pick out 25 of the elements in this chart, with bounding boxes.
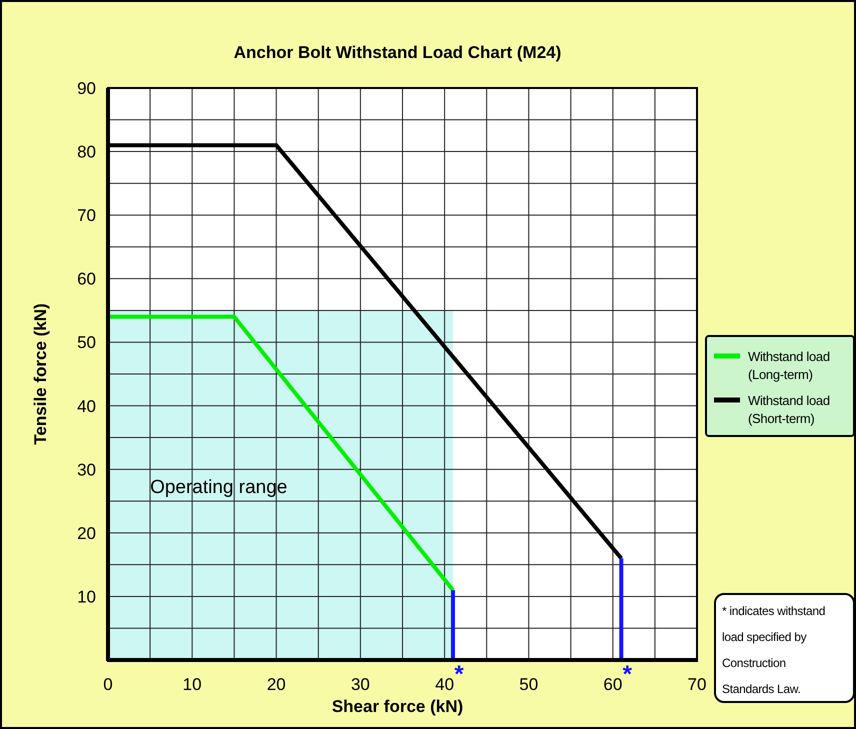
y-tick-label: 90 [77, 79, 96, 98]
y-tick-label: 30 [77, 460, 96, 480]
y-axis-title: Tensile force (kN) [31, 303, 50, 445]
x-tick-label: 50 [519, 675, 538, 694]
x-axis-title: Shear force (kN) [332, 697, 464, 716]
text: * indicates withstand load specified by Construction Standards Law. [722, 604, 826, 696]
x-tick-label: 70 [688, 675, 706, 694]
y-tick-label: 10 [77, 587, 96, 606]
y-tick-label: 50 [77, 333, 96, 352]
annotation: * [454, 661, 464, 688]
y-tick-label: 40 [77, 396, 96, 416]
legend-label: Withstand load (Short-term) [748, 393, 830, 426]
legend-label: Withstand load (Long-term) [748, 349, 830, 382]
y-tick-label: 20 [77, 524, 96, 543]
x-tick-label: 40 [435, 675, 454, 694]
chart-title: Anchor Bolt Withstand Load Chart (M24) [234, 43, 562, 62]
y-tick-label: 80 [77, 142, 96, 162]
annotation: * [622, 661, 633, 688]
x-tick-label: 60 [603, 675, 622, 694]
y-tick-label: 70 [77, 206, 96, 226]
x-tick-label: 0 [103, 675, 113, 694]
x-tick-label: 10 [182, 675, 202, 694]
x-tick-label: 30 [350, 675, 370, 694]
x-tick-label: 20 [266, 675, 286, 694]
y-tick-label: 60 [77, 270, 96, 289]
